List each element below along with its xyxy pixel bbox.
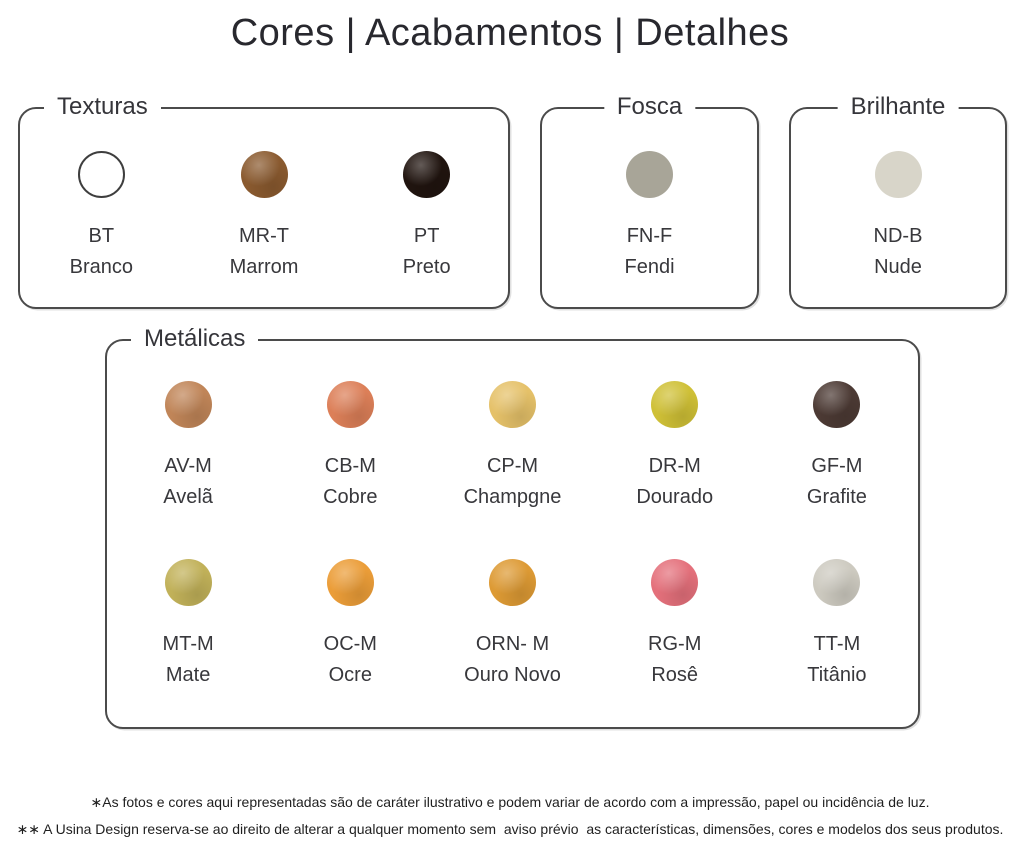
fosca-box: Fosca FN-F Fendi [540, 92, 759, 309]
swatch-code: RG-M [648, 633, 702, 655]
swatch-name: Marrom [229, 256, 299, 278]
swatch-name: Preto [402, 256, 451, 278]
swatch-code: AV-M [164, 455, 212, 477]
brilhante-box-label: Brilhante [837, 92, 959, 122]
swatch-name: Ouro Novo [464, 664, 561, 686]
swatch-code: CP-M [486, 455, 539, 477]
footnote-rights: ∗∗ A Usina Design reserva-se ao direito … [16, 821, 1004, 837]
swatch-name: Grafite [806, 486, 867, 508]
swatch-code: OC-M [323, 633, 377, 655]
swatch-name: Branco [69, 256, 134, 278]
brilhante-box: Brilhante ND-B Nude [789, 92, 1007, 309]
color-dot [626, 151, 673, 198]
color-dot [164, 381, 212, 428]
page-title: Cores | Acabamentos | Detalhes [230, 12, 790, 54]
swatch-cp-m: CP-M Champgne [431, 381, 593, 509]
swatch-name: Titânio [807, 664, 867, 686]
color-dot [651, 381, 699, 428]
color-dot [489, 381, 536, 428]
swatch-mr-t: MR-T Marrom [183, 151, 346, 279]
swatch-name: Cobre [323, 486, 378, 508]
texturas-swatches: BT Branco MR-T Marrom PT Preto [20, 109, 508, 279]
color-dot [240, 151, 288, 198]
swatch-fn-f: FN-F Fendi [542, 151, 757, 279]
color-dot [326, 559, 374, 606]
fosca-swatches: FN-F Fendi [542, 109, 757, 279]
footnote-illustrative: ∗As fotos e cores aqui representadas são… [90, 794, 930, 810]
swatch-name: Champgne [463, 486, 562, 508]
swatch-name: Mate [165, 664, 211, 686]
swatch-oc-m: OC-M Ocre [269, 559, 431, 687]
brilhante-swatches: ND-B Nude [791, 109, 1005, 279]
swatch-tt-m: TT-M Titânio [756, 559, 918, 687]
color-dot [651, 559, 699, 606]
color-dot [489, 559, 536, 606]
color-dot [326, 381, 374, 428]
color-dot [403, 151, 451, 198]
swatch-av-m: AV-M Avelã [107, 381, 269, 509]
swatch-code: PT [413, 225, 440, 247]
color-dot [164, 559, 212, 606]
swatch-row: ND-B Nude [791, 109, 1005, 279]
swatch-code: GF-M [811, 455, 863, 477]
swatch-code: TT-M [813, 633, 861, 655]
swatch-nd-b: ND-B Nude [791, 151, 1005, 279]
fosca-box-label: Fosca [603, 92, 696, 122]
swatch-bt: BT Branco [20, 151, 183, 279]
swatch-code: FN-F [626, 225, 673, 247]
swatch-name: Dourado [636, 486, 714, 508]
swatch-name: Nude [874, 256, 922, 278]
color-dot [874, 151, 922, 198]
color-dot [77, 151, 125, 198]
swatch-row: BT Branco MR-T Marrom PT Preto [20, 109, 508, 279]
swatch-code: ND-B [873, 225, 923, 247]
color-dot [813, 559, 861, 606]
swatch-dr-m: DR-M Dourado [594, 381, 756, 509]
swatch-pt: PT Preto [345, 151, 508, 279]
swatch-name: Ocre [328, 664, 372, 686]
swatch-row: MT-M Mate OC-M Ocre ORN- M Ouro Novo RG-M Rosê T… [107, 509, 918, 687]
swatch-cb-m: CB-M Cobre [269, 381, 431, 509]
metalicas-swatches: AV-M Avelã CB-M Cobre CP-M Champgne DR-M Dourad… [107, 341, 918, 687]
color-dot [813, 381, 861, 428]
swatch-name: Rosê [651, 664, 699, 686]
swatch-code: MR-T [239, 225, 289, 247]
swatch-code: DR-M [648, 455, 701, 477]
footnotes: ∗As fotos e cores aqui representadas são… [0, 789, 1020, 843]
swatch-gf-m: GF-M Grafite [756, 381, 918, 509]
swatch-name: Fendi [624, 256, 675, 278]
swatch-mt-m: MT-M Mate [107, 559, 269, 687]
swatch-code: BT [88, 225, 115, 247]
swatch-code: MT-M [162, 633, 214, 655]
swatch-row: AV-M Avelã CB-M Cobre CP-M Champgne DR-M Dourad… [107, 341, 918, 509]
swatch-orn-m: ORN- M Ouro Novo [431, 559, 593, 687]
swatch-row: FN-F Fendi [542, 109, 757, 279]
swatch-code: ORN- M [475, 633, 550, 655]
texturas-box: Texturas BT Branco MR-T Marrom PT Preto [18, 92, 510, 309]
metalicas-box: Metálicas AV-M Avelã CB-M Cobre CP-M Champgne… [105, 324, 920, 729]
metalicas-box-label: Metálicas [131, 324, 259, 354]
swatch-code: CB-M [324, 455, 376, 477]
texturas-box-label: Texturas [44, 92, 161, 122]
swatch-rg-m: RG-M Rosê [594, 559, 756, 687]
swatch-name: Avelã [163, 486, 213, 508]
